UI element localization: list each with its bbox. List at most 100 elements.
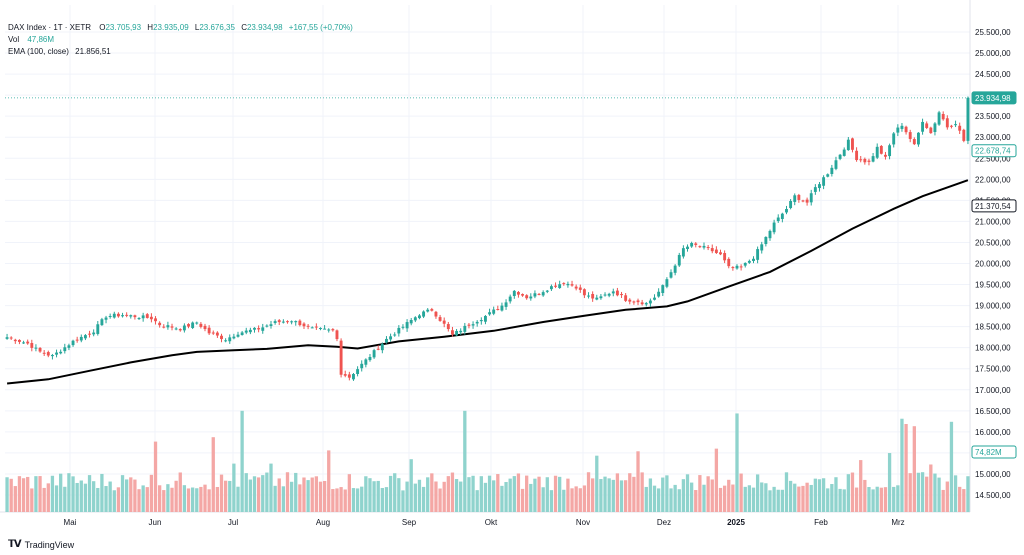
volume-bar	[863, 479, 867, 512]
candle-body	[521, 294, 524, 296]
candle-body	[422, 311, 426, 317]
volume-bar	[512, 476, 516, 512]
candle-body	[686, 246, 689, 250]
volume-bar	[541, 487, 545, 512]
volume-bar	[384, 487, 389, 512]
candle-body	[801, 200, 805, 202]
candle-body	[240, 332, 244, 336]
candle-body	[743, 262, 747, 266]
candle-body	[133, 315, 137, 318]
candle-body	[145, 314, 149, 318]
candle-body	[541, 292, 545, 296]
volume-bar	[298, 484, 302, 512]
volume-bar	[195, 488, 199, 512]
volume-bar	[496, 474, 500, 512]
candle-body	[706, 247, 710, 249]
candle-body	[591, 293, 595, 299]
volume-bar	[615, 473, 620, 512]
high-label: H	[147, 23, 154, 32]
y-tick-label: 23.000,00	[975, 133, 1011, 142]
candle-body	[141, 315, 145, 319]
time-axis[interactable]: Mai Jun Jul Aug Sep Okt Nov Dez 2025 Feb Mrz	[64, 518, 905, 527]
volume-bar	[673, 484, 677, 512]
candle-body	[327, 329, 331, 331]
volume-bar	[463, 410, 467, 512]
volume-bar	[17, 476, 22, 512]
candle-body	[900, 125, 904, 129]
volume-bar	[933, 473, 937, 512]
last-price-badge	[971, 91, 1017, 105]
candle-body	[79, 336, 83, 341]
ema-label[interactable]: EMA (100, close)	[8, 47, 69, 56]
candle-body	[727, 258, 731, 267]
candle-body	[63, 347, 67, 352]
candle-body	[884, 154, 887, 157]
volume-bar	[34, 476, 38, 512]
candle-body	[834, 160, 838, 169]
volume-bar	[186, 488, 191, 512]
volume-bar	[500, 485, 504, 512]
candle-body	[735, 265, 739, 269]
symbol-label[interactable]: DAX Index · 1T · XETR	[8, 23, 91, 32]
volume-bar	[483, 482, 488, 512]
vol-label[interactable]: Vol	[8, 35, 20, 44]
volume-bar	[801, 485, 805, 512]
candle-body	[236, 334, 240, 337]
ema-100-line	[6, 179, 969, 385]
candle-body	[207, 327, 211, 334]
volume-bar	[887, 453, 892, 512]
volume-bar	[586, 472, 591, 512]
candle-body	[30, 343, 34, 348]
volume-bar	[842, 489, 846, 512]
volume-bar	[475, 490, 479, 512]
candle-body	[863, 158, 867, 163]
candle-body	[335, 330, 339, 340]
y-tick-label: 20.000,00	[975, 260, 1011, 269]
volume-bar	[141, 485, 145, 512]
candle-body	[809, 193, 813, 203]
volume-bar	[360, 486, 364, 512]
candle-body	[42, 352, 46, 354]
candle-body	[50, 355, 54, 357]
candlesticks	[5, 96, 970, 381]
volume-bar	[471, 475, 475, 512]
volume-bar	[236, 486, 240, 512]
candle-body	[451, 330, 454, 335]
candle-body	[904, 126, 908, 133]
candle-body	[385, 338, 388, 343]
volume-bar	[714, 448, 719, 512]
candle-body	[116, 313, 120, 317]
candle-body	[261, 327, 265, 331]
candle-body	[455, 331, 459, 336]
volume-bar	[137, 489, 141, 512]
volume-bar	[562, 489, 566, 512]
tradingview-branding[interactable]: 𝗧𝗩 TradingView	[8, 539, 74, 550]
candle-body	[22, 342, 26, 344]
ema-value: 21.856,51	[75, 47, 111, 56]
volume-bar	[364, 476, 368, 512]
candle-body	[628, 299, 632, 302]
candle-body	[129, 315, 133, 317]
candle-body	[702, 245, 706, 248]
candle-body	[55, 352, 58, 355]
volume-bar	[54, 485, 59, 512]
candle-body	[397, 327, 401, 334]
volume-bar	[71, 476, 75, 512]
candle-body	[96, 324, 100, 334]
volume-bar	[574, 486, 578, 512]
volume-bar	[380, 487, 384, 512]
volume-bar	[21, 478, 26, 512]
candle-body	[244, 330, 248, 333]
volume-bar	[228, 480, 232, 512]
volume-bar	[5, 477, 9, 512]
volume-bar	[545, 477, 549, 512]
candle-body	[562, 283, 566, 285]
volume-bar	[244, 473, 248, 512]
candle-body	[595, 297, 599, 300]
volume-bar	[281, 486, 286, 512]
volume-bar	[652, 485, 657, 512]
candle-body	[677, 254, 681, 266]
candle-body	[929, 127, 933, 134]
candle-body	[723, 253, 727, 261]
